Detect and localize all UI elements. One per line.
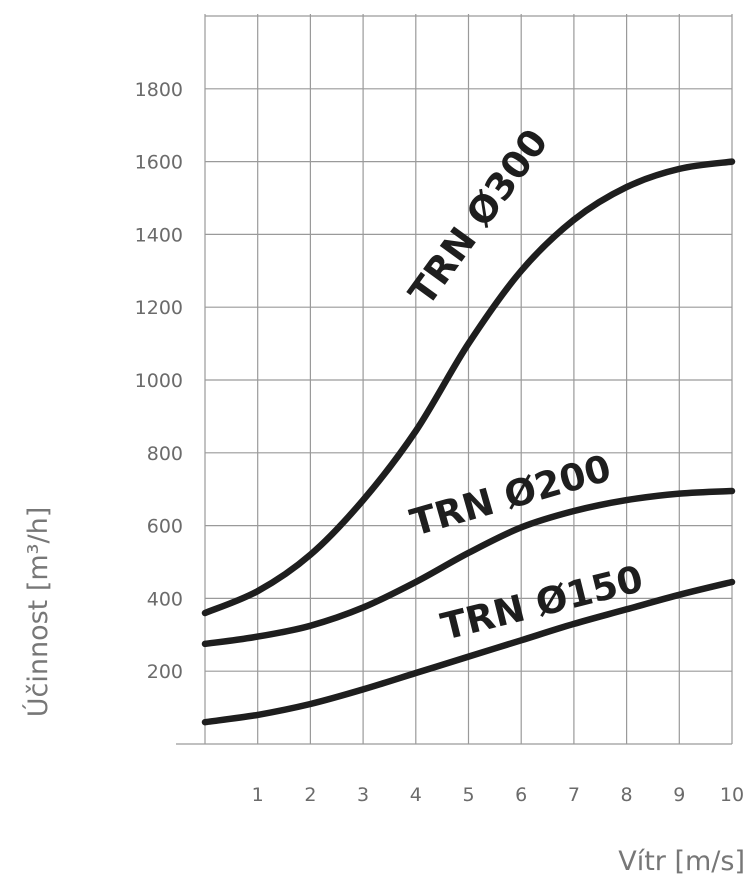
y-tick-label: 200 (147, 661, 183, 683)
x-tick-label: 1 (252, 784, 264, 806)
y-tick-label: 400 (147, 588, 183, 610)
y-tick-label: 1000 (135, 370, 183, 392)
y-tick-label: 1200 (135, 297, 183, 319)
y-tick-label: 1800 (135, 79, 183, 101)
x-tick-label: 8 (621, 784, 633, 806)
x-tick-label: 3 (357, 784, 369, 806)
series-line-trn-200 (201, 487, 736, 648)
y-tick-label: 1600 (135, 152, 183, 174)
x-tick-label: 9 (673, 784, 685, 806)
x-tick-label: 4 (410, 784, 422, 806)
x-tick-label: 2 (304, 784, 316, 806)
x-tick-label: 6 (515, 784, 527, 806)
series-lines (201, 158, 736, 726)
grid (176, 14, 733, 745)
series-line-trn-150 (201, 578, 736, 726)
x-tick-label: 10 (720, 784, 744, 806)
y-axis-label: Účinnost [m³/h] (22, 507, 54, 718)
x-tick-label: 5 (462, 784, 474, 806)
y-tick-label: 1400 (135, 224, 183, 246)
x-tick-label: 7 (568, 784, 580, 806)
series-line-trn-300 (201, 158, 736, 617)
x-tick-labels: 1 2 3 4 5 6 7 8 9 10 (252, 784, 744, 806)
y-tick-label: 600 (147, 516, 183, 538)
y-tick-label: 800 (147, 443, 183, 465)
series-label-trn-300: TRN Ø300 (400, 121, 556, 313)
x-axis-label: Vítr [m/s] (618, 846, 745, 877)
y-tick-labels: 200 400 600 800 1000 1200 1400 1600 1800 (135, 79, 183, 683)
